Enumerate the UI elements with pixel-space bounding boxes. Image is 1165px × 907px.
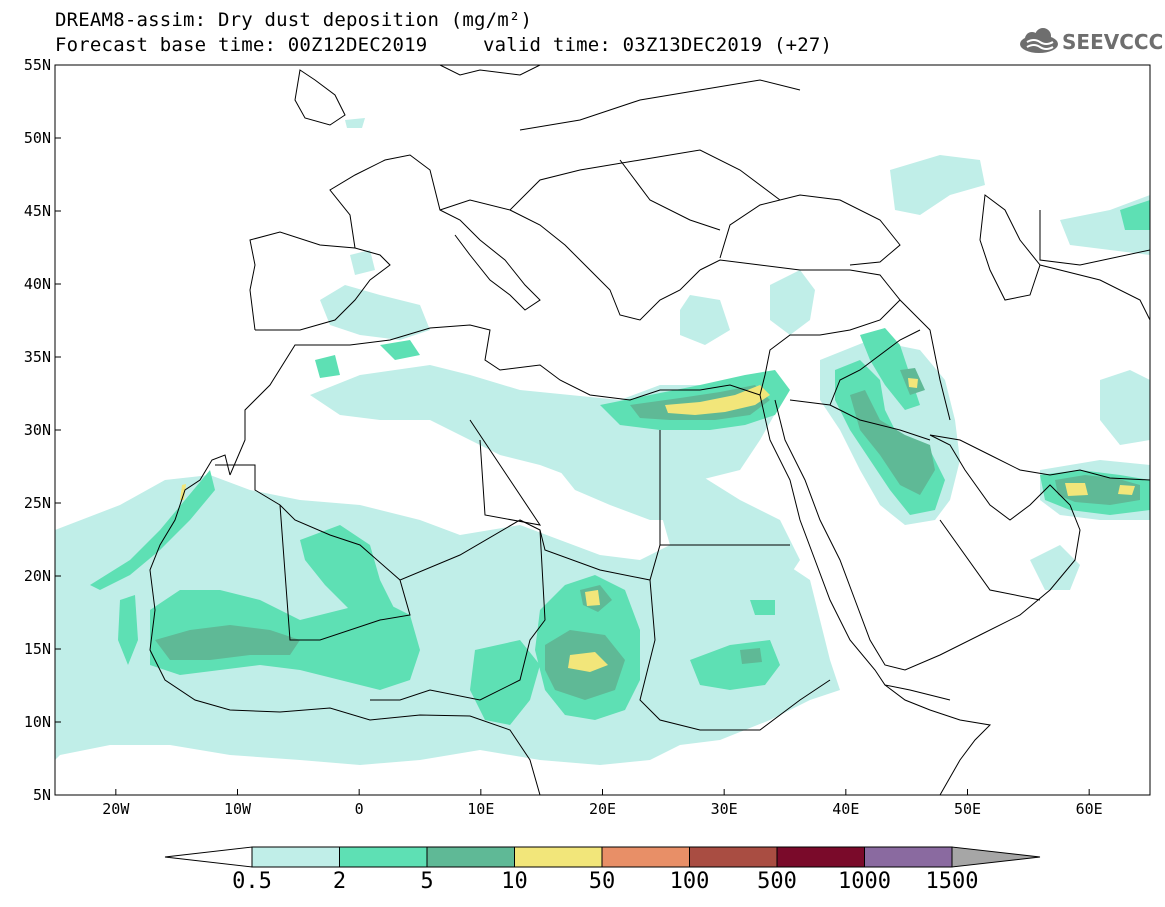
lon-tick-label: 10W	[224, 800, 252, 818]
border-arabia	[789, 329, 1041, 601]
coast-scandinavia	[439, 65, 541, 76]
legend-label: 10	[501, 869, 528, 894]
border-kazakh	[1039, 210, 1150, 266]
coast-persian-gulf-east	[929, 434, 1150, 481]
border-sahara-3	[469, 419, 542, 526]
coast-red-sea-west	[759, 394, 951, 701]
border-sahara-2	[215, 464, 401, 581]
coastlines-and-borders	[149, 65, 1150, 795]
coast-balkans-greece	[509, 209, 701, 321]
legend-color-box	[514, 846, 603, 868]
cloud-icon	[1020, 28, 1058, 53]
lon-tick-label: 10E	[467, 800, 494, 818]
legend-label: 50	[589, 869, 616, 894]
legend-color-box	[339, 846, 428, 868]
legend-color-box	[776, 846, 865, 868]
map-title: DREAM8-assim: Dry dust deposition (mg/m²…	[55, 9, 533, 31]
seevccc-logo	[1020, 28, 1058, 53]
legend-color-box	[689, 846, 778, 868]
legend-label: 2	[333, 869, 346, 894]
legend-label: 100	[670, 869, 710, 894]
lat-tick-label: 15N	[24, 640, 51, 658]
legend-label: 500	[757, 869, 797, 894]
coast-black-sea	[719, 194, 901, 266]
coast-arabia	[774, 399, 1081, 671]
lat-tick-label: 25N	[24, 494, 51, 512]
legend-label: 5	[420, 869, 433, 894]
legend-label: 1000	[838, 869, 891, 894]
coast-iberia	[249, 231, 391, 331]
border-iran	[899, 264, 1150, 421]
legend-color-box	[601, 846, 690, 868]
coast-africa-north	[229, 324, 761, 476]
lat-tick-label: 45N	[24, 202, 51, 220]
legend-label: 0.5	[232, 869, 272, 894]
lat-tick-label: 20N	[24, 567, 51, 585]
legend-over-arrow	[951, 846, 1041, 868]
border-sahara-1	[279, 430, 661, 641]
lat-tick-label: 30N	[24, 421, 51, 439]
legend-color-box	[426, 846, 515, 868]
color-legend: 0.5 2 5 10 50 100 500 1000 1500	[164, 846, 1041, 894]
valid-time: valid time: 03Z13DEC2019 (+27)	[483, 34, 833, 56]
border-sudan	[639, 579, 831, 731]
longitude-axis: 20W 10W 0 10E 20E 30E 40E 50E 60E	[102, 789, 1103, 818]
border-chad-nigeria	[370, 529, 546, 701]
legend-label: 1500	[926, 869, 979, 894]
lon-tick-label: 60E	[1076, 800, 1103, 818]
lat-tick-label: 10N	[24, 713, 51, 731]
logo-text: SEEVCCC	[1062, 30, 1164, 54]
legend-color-box	[864, 846, 953, 868]
coast-turkey-levant	[699, 259, 901, 396]
lon-tick-label: 30E	[711, 800, 738, 818]
dust-level-10-50	[180, 378, 1135, 672]
legend-under-arrow	[164, 846, 253, 868]
border-europe	[439, 79, 801, 231]
lon-tick-label: 20W	[102, 800, 130, 818]
lat-tick-label: 40N	[24, 275, 51, 293]
lat-tick-label: 55N	[24, 56, 51, 74]
lat-tick-label: 5N	[33, 786, 51, 804]
coast-africa-west	[149, 454, 541, 795]
coast-uk	[294, 69, 346, 126]
coast-france-italy	[329, 154, 541, 311]
forecast-base-time: Forecast base time: 00Z12DEC2019	[55, 34, 428, 56]
lat-tick-label: 50N	[24, 129, 51, 147]
coast-caspian	[979, 194, 1041, 301]
dust-deposition-field	[55, 118, 1150, 765]
latitude-axis: 55N 50N 45N 40N 35N 30N 25N 20N 15N 10N 5N	[24, 56, 61, 804]
legend-color-box	[251, 846, 340, 868]
lon-tick-label: 40E	[832, 800, 859, 818]
lat-tick-label: 35N	[24, 348, 51, 366]
lon-tick-label: 20E	[589, 800, 616, 818]
coast-horn-africa	[884, 684, 992, 795]
lon-tick-label: 50E	[954, 800, 981, 818]
lon-tick-label: 0	[355, 800, 364, 818]
